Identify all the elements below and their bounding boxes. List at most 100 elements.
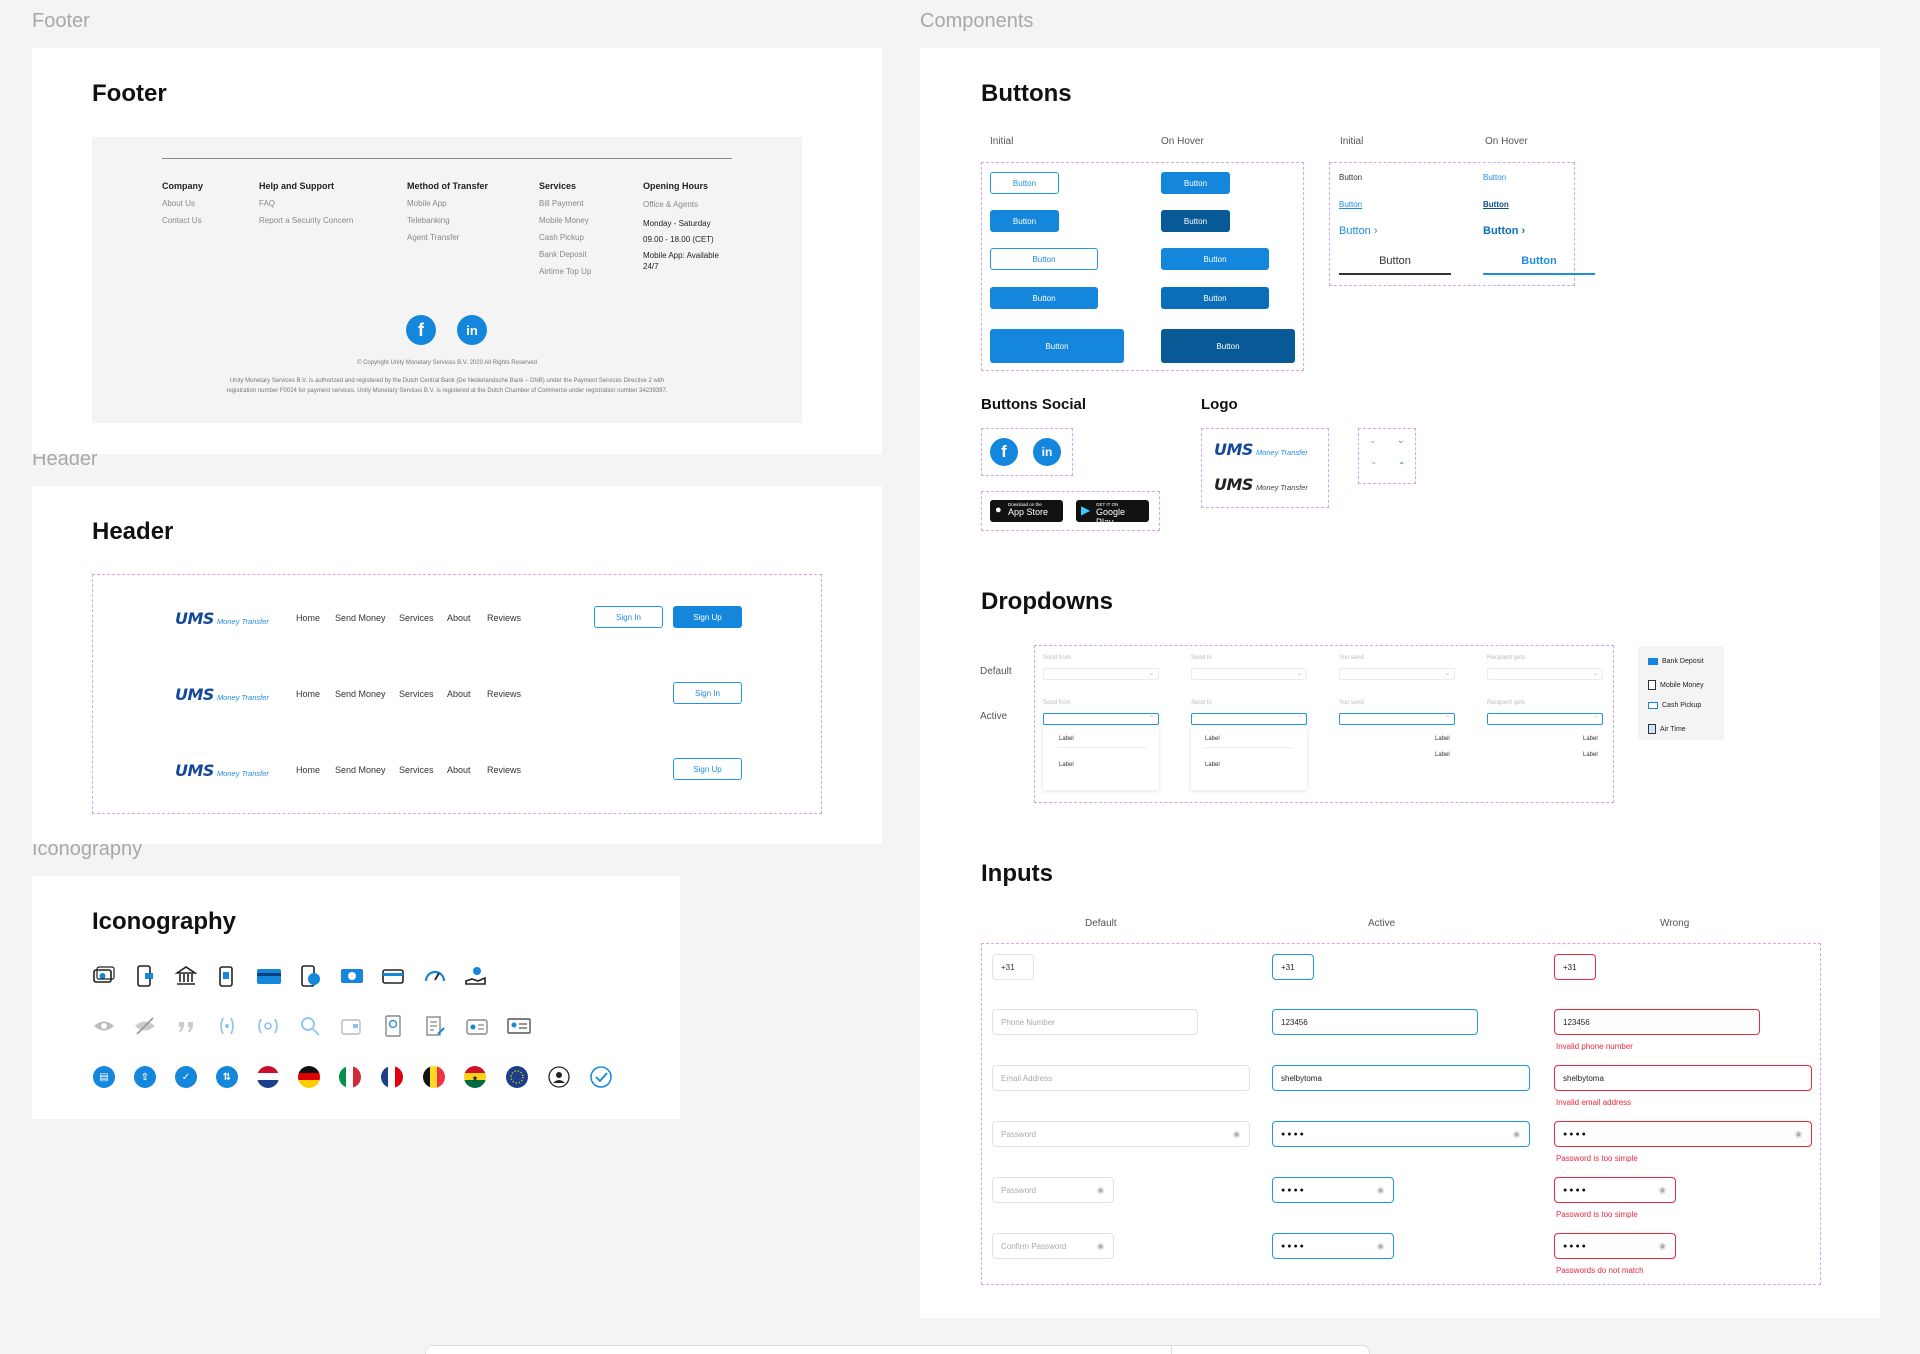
tab-button[interactable]: Button	[1339, 251, 1451, 275]
nav-reviews[interactable]: Reviews	[487, 613, 522, 623]
nav-send-money[interactable]: Send Money	[335, 765, 386, 775]
send-from-dropdown[interactable]: ⌄	[1043, 668, 1159, 680]
recipient-gets-dropdown-active[interactable]: ⌃	[1487, 713, 1603, 725]
phone-field-error[interactable]: 123456	[1554, 1009, 1760, 1035]
button-filled-medium[interactable]: Button	[990, 287, 1098, 309]
button-filled-small-hover[interactable]: Button	[1161, 210, 1230, 232]
button-outline-small[interactable]: Button	[990, 172, 1059, 194]
nav-send-money[interactable]: Send Money	[335, 689, 386, 699]
footer-link[interactable]: Airtime Top Up	[539, 267, 592, 276]
menu-item-mobile-money[interactable]: Mobile Money	[1648, 680, 1704, 690]
nav-reviews[interactable]: Reviews	[487, 689, 522, 699]
you-send-dropdown[interactable]: ⌄	[1339, 668, 1455, 680]
footer-link[interactable]: Agent Transfer	[407, 233, 460, 242]
button-outline-medium-hover[interactable]: Button	[1161, 248, 1269, 270]
button-outline-medium[interactable]: Button	[990, 248, 1098, 270]
eye-icon[interactable]: ◉	[1377, 1241, 1384, 1251]
footer-link[interactable]: Report a Security Concern	[259, 216, 354, 225]
footer-link[interactable]: Bill Payment	[539, 199, 584, 208]
dropdown-option[interactable]: Label	[1205, 736, 1220, 742]
bottom-toolbar[interactable]	[425, 1345, 1370, 1354]
menu-item-air-time[interactable]: Air Time	[1648, 724, 1686, 734]
nav-services[interactable]: Services	[399, 613, 434, 623]
button-filled-large-hover[interactable]: Button	[1161, 329, 1295, 363]
you-send-dropdown-active[interactable]: ⌃	[1339, 713, 1455, 725]
send-to-dropdown-active[interactable]: ⌃	[1191, 713, 1307, 725]
eye-icon[interactable]: ◉	[1097, 1241, 1104, 1251]
nav-home[interactable]: Home	[296, 613, 321, 623]
arrow-button[interactable]: Button ›	[1339, 225, 1378, 237]
text-button-hover[interactable]: Button	[1483, 173, 1507, 182]
recipient-gets-dropdown[interactable]: ⌄	[1487, 668, 1603, 680]
confirm-password-field-active[interactable]: ●●●● ◉	[1272, 1233, 1394, 1259]
password-field-short-active[interactable]: ●●●● ◉	[1272, 1177, 1394, 1203]
footer-link[interactable]: Bank Deposit	[539, 250, 587, 259]
send-from-dropdown-active[interactable]: ⌃	[1043, 713, 1159, 725]
password-field-short-error[interactable]: ●●●● ◉	[1554, 1177, 1676, 1203]
country-code-field-active[interactable]: +31	[1272, 954, 1314, 980]
confirm-password-field[interactable]: Confirm Password ◉	[992, 1233, 1114, 1259]
arrow-button-hover[interactable]: Button ›	[1483, 225, 1525, 237]
email-field-active[interactable]: shelbytoma	[1272, 1065, 1530, 1091]
dropdown-option[interactable]: Label	[1583, 736, 1598, 742]
text-button[interactable]: Button	[1339, 173, 1363, 182]
dropdown-option[interactable]: Label	[1059, 762, 1074, 768]
footer-link[interactable]: Telebanking	[407, 216, 450, 225]
eye-icon[interactable]: ◉	[1659, 1185, 1666, 1195]
nav-reviews[interactable]: Reviews	[487, 765, 522, 775]
eye-icon[interactable]: ◉	[1795, 1129, 1802, 1139]
eye-icon[interactable]: ◉	[1377, 1185, 1384, 1195]
nav-services[interactable]: Services	[399, 765, 434, 775]
footer-link[interactable]: Mobile Money	[539, 216, 589, 225]
linkedin-icon[interactable]: in	[457, 315, 487, 345]
email-field-error[interactable]: shelbytoma	[1554, 1065, 1812, 1091]
dropdown-option[interactable]: Label	[1205, 762, 1220, 768]
nav-home[interactable]: Home	[296, 765, 321, 775]
dropdown-option[interactable]: Label	[1435, 752, 1450, 758]
sign-in-button[interactable]: Sign In	[673, 682, 742, 704]
eye-icon[interactable]: ◉	[1233, 1129, 1240, 1139]
password-field-error[interactable]: ●●●● ◉	[1554, 1121, 1812, 1147]
nav-about[interactable]: About	[447, 765, 471, 775]
password-field-short[interactable]: Password ◉	[992, 1177, 1114, 1203]
dropdown-option[interactable]: Label	[1435, 736, 1450, 742]
send-to-dropdown[interactable]: ⌄	[1191, 668, 1307, 680]
linkedin-icon[interactable]: in	[1033, 438, 1061, 466]
button-outline-small-hover[interactable]: Button	[1161, 172, 1230, 194]
eye-icon[interactable]: ◉	[1659, 1241, 1666, 1251]
country-code-field-error[interactable]: +31	[1554, 954, 1596, 980]
link-button[interactable]: Button	[1339, 200, 1363, 209]
eye-icon[interactable]: ◉	[1513, 1129, 1520, 1139]
link-button-hover[interactable]: Button	[1483, 200, 1509, 209]
password-field[interactable]: Password ◉	[992, 1121, 1250, 1147]
button-filled-medium-hover[interactable]: Button	[1161, 287, 1269, 309]
eye-icon[interactable]: ◉	[1097, 1185, 1104, 1195]
tab-button-hover[interactable]: Button	[1483, 251, 1595, 275]
footer-link[interactable]: Mobile App	[407, 199, 447, 208]
sign-up-button[interactable]: Sign Up	[673, 758, 742, 780]
google-play-button[interactable]: ▶ GET IT ON Google Play	[1076, 500, 1149, 527]
nav-services[interactable]: Services	[399, 689, 434, 699]
nav-home[interactable]: Home	[296, 689, 321, 699]
menu-item-bank-deposit[interactable]: Bank Deposit	[1648, 658, 1704, 665]
button-filled-small[interactable]: Button	[990, 210, 1059, 232]
menu-item-cash-pickup[interactable]: Cash Pickup	[1648, 702, 1701, 709]
phone-field[interactable]: Phone Number	[992, 1009, 1198, 1035]
dropdown-option[interactable]: Label	[1583, 752, 1598, 758]
footer-link[interactable]: About Us	[162, 199, 195, 208]
dropdown-option[interactable]: Label	[1059, 736, 1074, 742]
footer-link[interactable]: Contact Us	[162, 216, 202, 225]
footer-link[interactable]: Cash Pickup	[539, 233, 584, 242]
facebook-icon[interactable]: f	[406, 315, 436, 345]
nav-about[interactable]: About	[447, 689, 471, 699]
footer-link[interactable]: FAQ	[259, 199, 276, 208]
nav-about[interactable]: About	[447, 613, 471, 623]
country-code-field[interactable]: +31	[992, 954, 1034, 980]
sign-up-button[interactable]: Sign Up	[673, 606, 742, 628]
nav-send-money[interactable]: Send Money	[335, 613, 386, 623]
password-field-active[interactable]: ●●●● ◉	[1272, 1121, 1530, 1147]
facebook-icon[interactable]: f	[990, 438, 1018, 466]
button-filled-large[interactable]: Button	[990, 329, 1124, 363]
confirm-password-field-error[interactable]: ●●●● ◉	[1554, 1233, 1676, 1259]
email-field[interactable]: Email Address	[992, 1065, 1250, 1091]
